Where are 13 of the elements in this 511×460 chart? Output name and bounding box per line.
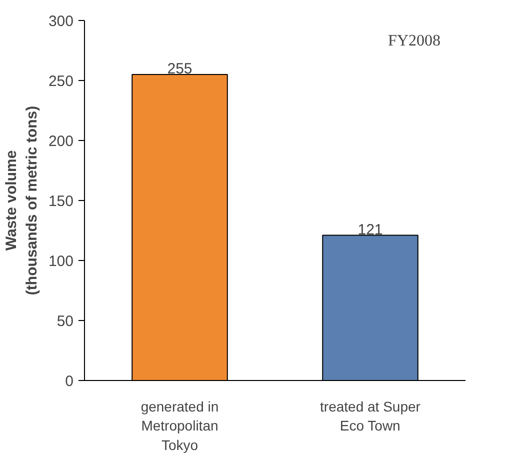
data-label: 255 — [167, 60, 192, 78]
y-tick-label: 50 — [56, 313, 74, 330]
data-label: 121 — [358, 221, 383, 238]
y-tick-label: 300 — [48, 13, 74, 30]
y-tick-label: 200 — [48, 133, 74, 150]
y-axis-title: Waste volume (thousands of metric tons) — [3, 106, 40, 296]
y-tick-label: 100 — [48, 253, 74, 270]
y-tick-label: 150 — [48, 193, 74, 210]
y-tick-label: 0 — [65, 373, 74, 390]
x-tick-label: generated in Metropolitan Tokyo — [140, 398, 219, 453]
y-tick-label: 250 — [48, 73, 74, 90]
x-tick-label: treated at Super Eco Town — [320, 398, 421, 434]
annotation: FY2008 — [388, 32, 440, 50]
